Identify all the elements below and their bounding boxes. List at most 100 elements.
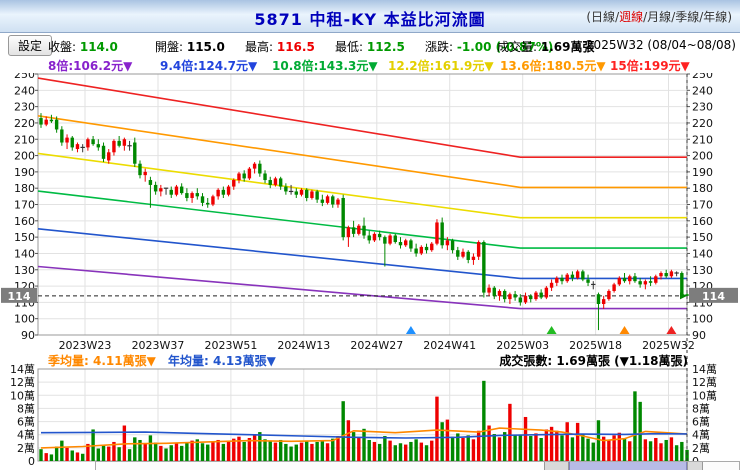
stat-1: 開盤: 115.0 [155, 40, 225, 54]
svg-text:200: 200 [692, 150, 713, 163]
svg-text:190: 190 [692, 166, 713, 179]
event-markers [405, 326, 677, 334]
svg-text:230: 230 [692, 101, 713, 114]
svg-text:250: 250 [14, 73, 35, 81]
period-link-yearly[interactable]: 年線 [703, 10, 728, 24]
volume-ma-0 [40, 427, 688, 449]
svg-text:150: 150 [692, 231, 713, 244]
svg-text:114: 114 [8, 290, 31, 303]
svg-text:12萬: 12萬 [10, 376, 35, 389]
river-line-2 [37, 152, 687, 219]
svg-text:100: 100 [14, 313, 35, 326]
svg-text:2萬: 2萬 [17, 442, 35, 455]
period-link-monthly[interactable]: 月線 [647, 10, 672, 24]
svg-text:2025W18: 2025W18 [569, 339, 622, 352]
svg-text:170: 170 [14, 199, 35, 212]
svg-text:2萬: 2萬 [692, 442, 710, 455]
volume-y-axis-labels: 002萬2萬4萬4萬6萬6萬8萬8萬10萬10萬12萬12萬14萬14萬 [10, 363, 717, 468]
svg-text:12萬: 12萬 [692, 376, 717, 389]
volume-bars-group [39, 380, 689, 461]
svg-text:8萬: 8萬 [692, 402, 710, 415]
svg-text:210: 210 [692, 133, 713, 146]
period-link-weekly[interactable]: 週線 [619, 10, 644, 24]
pe-legend-item-2: 10.8倍:143.3元▼ [272, 59, 378, 73]
svg-text:2025W32: 2025W32 [642, 339, 695, 352]
svg-text:240: 240 [14, 84, 35, 97]
settings-button[interactable]: 設定 [8, 35, 53, 56]
svg-text:2023W51: 2023W51 [204, 339, 257, 352]
svg-text:210: 210 [14, 133, 35, 146]
current-price-arrow-icon [680, 292, 687, 300]
svg-text:150: 150 [14, 231, 35, 244]
pe-legend-item-3: 12.2倍:161.9元▼ [388, 59, 494, 73]
svg-text:160: 160 [692, 215, 713, 228]
svg-text:180: 180 [692, 182, 713, 195]
svg-text:170: 170 [692, 199, 713, 212]
svg-text:4萬: 4萬 [692, 429, 710, 442]
titlebar: 5871 中租-KY 本益比河流圖 (日線/週線/月線/季線/年線) [0, 0, 740, 33]
svg-text:240: 240 [692, 84, 713, 97]
volume-ma-1 [40, 431, 688, 439]
stat-2: 最高: 116.5 [245, 40, 315, 54]
x-axis-labels: 2023W23 2023W37 2023W51 2024W13 2024W27 2024W… [59, 339, 695, 352]
stat-5: 成交量: 1.69萬張 [497, 40, 595, 54]
stat-3: 最低: 112.5 [335, 40, 405, 54]
river-line-5 [37, 265, 687, 310]
current-price-badges: 114 114 [1, 287, 738, 303]
pe-legend-item-5: 15倍:199元▼ [610, 59, 690, 73]
svg-text:2024W27: 2024W27 [350, 339, 403, 352]
svg-text:114: 114 [702, 290, 725, 303]
svg-text:230: 230 [14, 101, 35, 114]
scrollbar-thumb[interactable] [569, 462, 687, 470]
period-switcher: (日線/週線/月線/季線/年線) [586, 10, 732, 24]
svg-text:8萬: 8萬 [17, 402, 35, 415]
svg-text:6萬: 6萬 [692, 416, 710, 429]
pe-legend-item-0: 8倍:106.2元▼ [48, 59, 133, 73]
river-line-4 [37, 228, 687, 280]
river-line-0 [37, 77, 687, 158]
svg-text:250: 250 [692, 73, 713, 81]
pe-legend-item-4: 13.6倍:180.5元▼ [500, 59, 606, 73]
pe-legend-row: 8倍:106.2元▼ 9.4倍:124.7元▼ 10.8倍:143.3元▼ 12.2倍… [0, 57, 740, 73]
period-link-daily[interactable]: 日線 [591, 10, 616, 24]
candles-group [39, 113, 689, 331]
pe-legend-item-1: 9.4倍:124.7元▼ [160, 59, 258, 73]
scrollbar-right-handle[interactable] [687, 462, 703, 470]
svg-text:130: 130 [14, 264, 35, 277]
svg-text:4萬: 4萬 [17, 429, 35, 442]
svg-text:140: 140 [14, 247, 35, 260]
time-range-scrollbar[interactable] [95, 461, 740, 470]
svg-text:200: 200 [14, 150, 35, 163]
svg-text:10萬: 10萬 [692, 389, 717, 402]
svg-text:2025W03: 2025W03 [496, 339, 549, 352]
scrollbar-left-handle[interactable] [544, 462, 569, 470]
svg-text:2023W37: 2023W37 [132, 339, 185, 352]
main-gridlines [38, 89, 687, 320]
current-week-label: 2025W32 (08/04~08/08) [585, 38, 736, 52]
svg-text:90: 90 [21, 329, 35, 342]
svg-text:14萬: 14萬 [692, 363, 717, 376]
svg-text:220: 220 [14, 117, 35, 130]
svg-text:0: 0 [28, 455, 35, 468]
svg-text:6萬: 6萬 [17, 416, 35, 429]
stat-4: 漲跌: -1.00 (-0.87%) [425, 40, 554, 54]
page-title: 5871 中租-KY 本益比河流圖 [254, 10, 486, 29]
svg-text:10萬: 10萬 [10, 389, 35, 402]
svg-text:14萬: 14萬 [10, 363, 35, 376]
svg-text:90: 90 [692, 329, 706, 342]
svg-text:160: 160 [14, 215, 35, 228]
svg-text:140: 140 [692, 247, 713, 260]
svg-text:190: 190 [14, 166, 35, 179]
stats-row: 設定 收盤: 114.0 開盤: 115.0 最高: 116.5 最低: 112.5 漲… [0, 33, 740, 57]
svg-text:130: 130 [692, 264, 713, 277]
period-link-quarterly[interactable]: 季線 [675, 10, 700, 24]
svg-text:220: 220 [692, 117, 713, 130]
river-line-3 [37, 190, 687, 249]
vertical-gridlines [84, 74, 669, 461]
svg-text:100: 100 [692, 313, 713, 326]
stat-0: 收盤: 114.0 [48, 40, 118, 54]
svg-text:2023W23: 2023W23 [59, 339, 112, 352]
svg-text:2024W41: 2024W41 [423, 339, 476, 352]
